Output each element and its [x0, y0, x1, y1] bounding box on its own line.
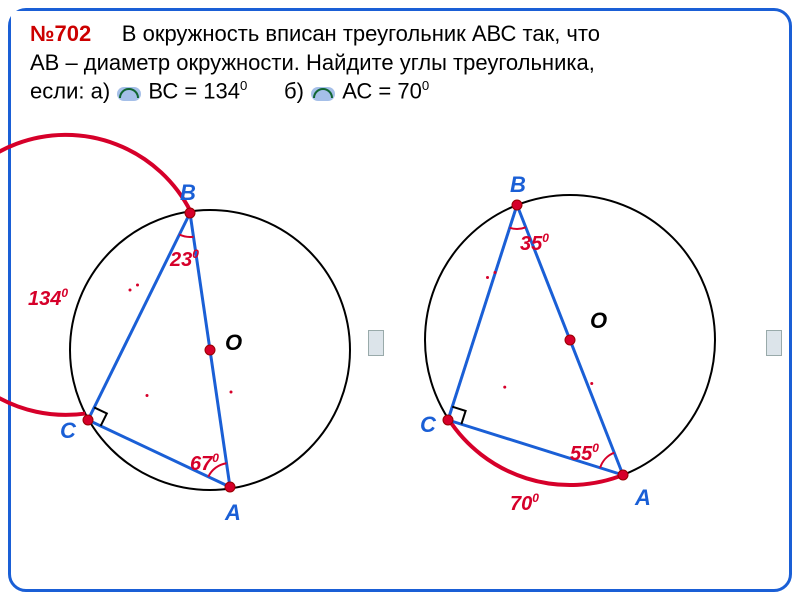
- svg-text:700: 700: [510, 491, 539, 515]
- nav-marker-mid[interactable]: [368, 330, 384, 356]
- svg-text:С: С: [420, 412, 437, 437]
- nav-marker-right[interactable]: [766, 330, 782, 356]
- svg-text:В: В: [180, 180, 196, 205]
- svg-text:670: 670: [190, 451, 219, 475]
- diagram-canvas: А В С О 1340 230 670 А В С О 350 550 700: [0, 0, 800, 600]
- svg-text:550: 550: [570, 441, 599, 465]
- svg-text:С: С: [60, 418, 77, 443]
- svg-text:А: А: [634, 485, 651, 510]
- svg-text:В: В: [510, 172, 526, 197]
- svg-text:230: 230: [169, 247, 199, 271]
- svg-text:1340: 1340: [28, 286, 68, 310]
- svg-text:О: О: [225, 330, 242, 355]
- svg-text:А: А: [224, 500, 241, 525]
- svg-text:О: О: [590, 308, 607, 333]
- svg-text:350: 350: [520, 231, 549, 255]
